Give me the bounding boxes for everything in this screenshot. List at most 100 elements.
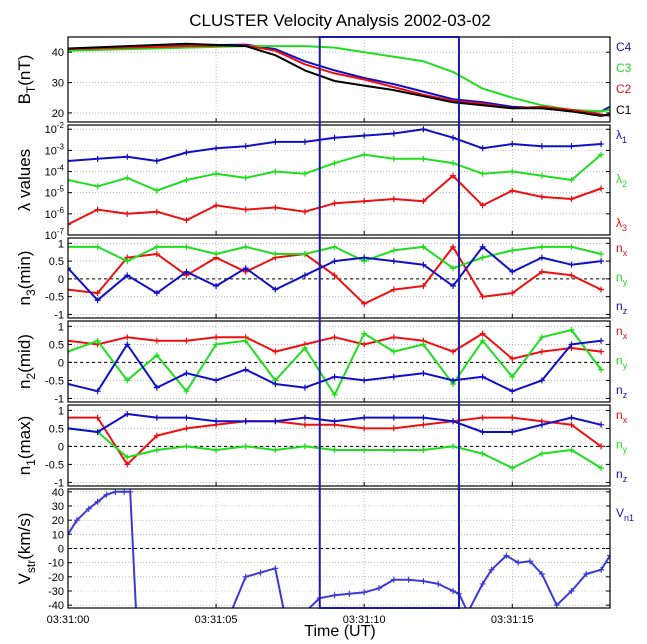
data-point xyxy=(598,443,605,450)
series-line-C1 xyxy=(68,42,610,117)
data-point xyxy=(68,286,71,293)
y-tick-label: -10 xyxy=(48,558,64,570)
data-point xyxy=(509,414,516,421)
y-tick-label: 20 xyxy=(52,108,64,120)
legend-label: C2 xyxy=(616,82,632,96)
series-ny xyxy=(68,243,605,272)
data-point xyxy=(68,337,71,344)
legend-label: nx xyxy=(616,408,628,425)
data-point xyxy=(331,592,338,599)
data-point xyxy=(331,243,338,250)
data-point xyxy=(124,153,131,160)
legend-label: C4 xyxy=(616,40,632,54)
data-point xyxy=(420,243,427,250)
data-point xyxy=(509,187,516,194)
data-point xyxy=(479,145,486,152)
data-point xyxy=(390,425,397,432)
data-point xyxy=(390,447,397,453)
data-point xyxy=(361,132,368,139)
data-point xyxy=(68,243,71,250)
legend-label: C1 xyxy=(616,103,632,117)
data-point xyxy=(133,609,139,615)
legend-label: nz xyxy=(616,467,628,484)
data-point xyxy=(94,388,101,395)
data-point xyxy=(85,505,92,512)
data-point xyxy=(375,585,382,592)
data-point xyxy=(598,421,605,428)
data-point xyxy=(242,265,249,272)
data-point xyxy=(183,177,190,183)
data-point xyxy=(450,588,457,594)
data-point xyxy=(183,443,190,450)
y-tick-label: 0 xyxy=(58,441,64,453)
data-point xyxy=(242,443,249,450)
data-point xyxy=(127,489,134,495)
data-point xyxy=(509,141,516,148)
y-tick-label: 0 xyxy=(58,544,64,556)
panel-frame xyxy=(67,404,611,487)
data-point xyxy=(272,565,279,572)
data-point xyxy=(257,569,264,576)
legend-label: ny xyxy=(616,270,628,287)
data-point xyxy=(68,348,71,355)
y-axis-label: n3(min) xyxy=(15,251,38,306)
panel-frame xyxy=(67,237,611,319)
data-point xyxy=(361,447,368,453)
data-point xyxy=(272,381,279,387)
data-point xyxy=(568,341,575,348)
data-point xyxy=(538,243,545,250)
data-point xyxy=(213,283,220,289)
data-point xyxy=(568,421,575,428)
data-point xyxy=(153,432,160,439)
y-tick-label: 10-6 xyxy=(45,206,65,221)
data-point xyxy=(598,141,605,148)
data-point xyxy=(94,429,101,435)
y-tick-label: 10-7 xyxy=(45,227,65,242)
data-point xyxy=(213,447,220,453)
data-point xyxy=(124,334,131,341)
series-line-λ1 xyxy=(68,128,602,162)
data-point xyxy=(450,377,457,384)
y-tick-label: -0.5 xyxy=(45,375,64,387)
data-point xyxy=(272,138,279,145)
data-point xyxy=(331,391,338,398)
series-C3 xyxy=(68,45,610,113)
data-point xyxy=(346,590,353,597)
series-line-ny xyxy=(68,245,602,270)
data-point xyxy=(420,261,427,268)
data-point xyxy=(390,286,397,293)
x-tick-label: 03:31:05 xyxy=(195,614,238,626)
data-point xyxy=(509,290,516,297)
data-point xyxy=(213,341,220,348)
data-point xyxy=(515,559,522,566)
legend-label: ny xyxy=(616,438,628,455)
data-point xyxy=(479,337,486,344)
y-tick-label: 10-3 xyxy=(45,142,65,157)
data-point xyxy=(568,414,575,421)
data-point xyxy=(479,414,486,421)
data-point xyxy=(420,198,427,205)
series-ny xyxy=(68,327,605,398)
data-point xyxy=(331,134,338,141)
data-point xyxy=(420,414,427,421)
series-Vn1 xyxy=(68,489,610,615)
data-point xyxy=(568,272,575,279)
data-point xyxy=(420,578,427,585)
data-point xyxy=(68,531,71,538)
y-tick-label: 1 xyxy=(58,321,64,333)
data-point xyxy=(598,366,605,373)
data-point xyxy=(213,145,220,152)
data-point xyxy=(538,193,545,200)
data-point xyxy=(479,170,486,177)
y-tick-label: -1 xyxy=(54,309,64,321)
data-point xyxy=(598,348,605,355)
data-point xyxy=(213,334,220,341)
data-point xyxy=(183,425,190,432)
data-point xyxy=(242,243,249,250)
data-point xyxy=(301,414,308,421)
data-point xyxy=(553,602,560,608)
data-point xyxy=(568,196,575,203)
series-nx xyxy=(68,243,605,307)
data-point xyxy=(598,337,605,344)
